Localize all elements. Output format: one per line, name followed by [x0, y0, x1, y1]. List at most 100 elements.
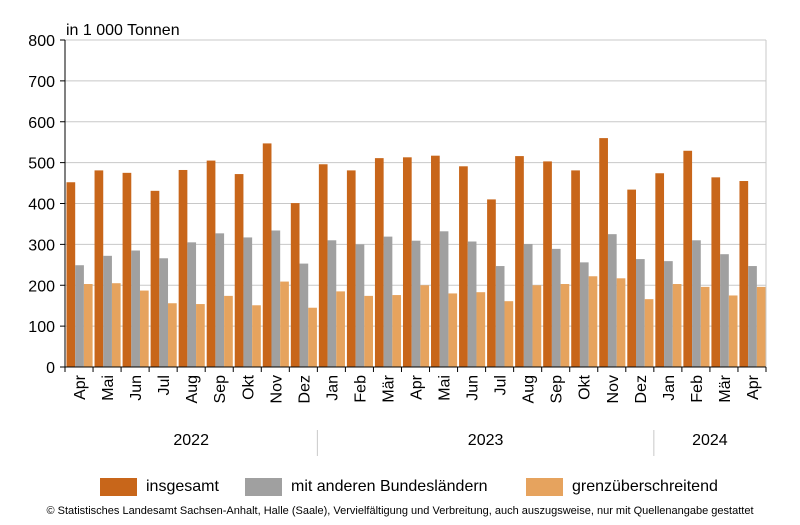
bar-2	[588, 276, 598, 367]
bar-1	[495, 266, 505, 367]
bar-0	[571, 170, 580, 367]
bar-0	[262, 143, 272, 367]
y-tick-label: 100	[28, 319, 55, 336]
bar-2	[168, 303, 177, 367]
year-label: 2023	[468, 432, 504, 449]
bar-1	[748, 266, 757, 367]
bar-0	[711, 177, 721, 367]
x-tick-label: Apr	[745, 374, 762, 400]
bar-1	[523, 243, 533, 367]
y-tick-label: 300	[28, 237, 55, 254]
bar-1	[467, 241, 477, 367]
bar-0	[318, 164, 328, 367]
bar-1	[720, 254, 729, 367]
bar-0	[543, 161, 552, 367]
bar-2	[504, 301, 514, 367]
x-tick-label: Feb	[352, 375, 369, 403]
bar-0	[402, 157, 412, 367]
legend-swatch-total	[100, 478, 137, 496]
x-tick-label: Jul	[493, 375, 510, 395]
legend-label-crossborder: grenzüberschreitend	[572, 478, 718, 495]
bar-0	[515, 156, 524, 367]
legend-label-total: insgesamt	[146, 478, 219, 495]
legend-swatch-domestic	[245, 478, 282, 496]
bar-0	[178, 169, 188, 367]
bar-1	[327, 240, 337, 367]
x-tick-label: Mär	[380, 374, 397, 402]
copyright-notice: © Statistisches Landesamt Sachsen-Anhalt…	[46, 505, 754, 517]
bar-1	[131, 250, 140, 367]
bar-0	[94, 170, 104, 367]
x-tick-label: Mär	[717, 374, 734, 402]
bar-2	[420, 285, 430, 367]
bar-0	[739, 181, 749, 367]
x-tick-label: Sep	[549, 375, 566, 404]
x-tick-label: Feb	[689, 375, 706, 403]
x-tick-label: Jul	[156, 375, 173, 395]
bar-0	[487, 199, 496, 367]
legend: insgesamt mit anderen Bundesländern gren…	[0, 474, 800, 500]
bar-1	[215, 233, 225, 367]
bar-1	[579, 262, 589, 367]
bar-2	[280, 281, 289, 367]
bar-0	[431, 155, 440, 367]
bar-1	[411, 240, 421, 367]
bar-1	[664, 261, 673, 367]
year-label: 2024	[692, 432, 728, 449]
bar-1	[383, 236, 393, 367]
bar-chart: in 1 000 Tonnen 0 100 200 300 400 500 600 700 80…	[28, 22, 767, 456]
bar-2	[364, 295, 373, 367]
bar-1	[299, 263, 309, 367]
y-tick-label: 700	[28, 74, 55, 91]
bar-1	[75, 265, 84, 367]
x-tick-label: Dez	[296, 375, 313, 403]
bar-2	[532, 285, 542, 367]
legend-label-domestic: mit anderen Bundesländern	[291, 478, 488, 495]
bar-0	[122, 172, 132, 367]
x-axis-ticks: Apr Mai Jun Jul Aug Sep Okt Nov Dez Jan Feb Mär Apr M…	[64, 367, 767, 404]
bar-1	[607, 234, 617, 367]
bar-2	[308, 307, 317, 367]
bar-2	[252, 305, 261, 367]
y-tick-label: 200	[28, 278, 55, 295]
x-tick-label: Okt	[577, 374, 594, 399]
bar-2	[139, 290, 149, 367]
year-labels: 2022 2023 2024	[173, 430, 728, 456]
bar-2	[700, 286, 710, 367]
legend-item-domestic: mit anderen Bundesländern	[245, 474, 488, 500]
bar-0	[66, 182, 76, 367]
legend-item-total: insgesamt	[100, 474, 219, 500]
x-tick-label: Nov	[605, 375, 622, 403]
x-tick-label: Jun	[128, 375, 145, 401]
x-tick-label: Dez	[633, 375, 650, 403]
bar-2	[728, 295, 738, 367]
bar-0	[346, 170, 356, 367]
x-tick-label: Jun	[465, 375, 482, 401]
bar-1	[103, 255, 112, 367]
bar-1	[439, 231, 449, 367]
legend-swatch-crossborder	[526, 478, 563, 496]
bar-0	[459, 166, 468, 367]
unit-label: in 1 000 Tonnen	[66, 22, 180, 39]
x-tick-label: Sep	[212, 375, 229, 404]
bars	[66, 138, 766, 368]
bar-2	[196, 304, 205, 367]
bar-0	[234, 174, 244, 367]
bar-1	[355, 244, 365, 368]
bar-2	[616, 278, 626, 367]
bar-1	[159, 258, 169, 367]
x-tick-label: Aug	[184, 375, 201, 403]
x-tick-label: Aug	[521, 375, 538, 403]
y-tick-label: 400	[28, 197, 55, 214]
x-tick-label: Jan	[661, 375, 678, 401]
bar-1	[271, 230, 281, 367]
bar-2	[111, 283, 121, 367]
x-tick-label: Apr	[409, 374, 426, 400]
bar-2	[224, 295, 233, 367]
y-tick-label: 600	[28, 115, 55, 132]
axes	[64, 40, 767, 368]
y-tick-label: 500	[28, 156, 55, 173]
bar-0	[655, 173, 665, 367]
bar-2	[756, 286, 766, 367]
bar-2	[476, 292, 486, 367]
